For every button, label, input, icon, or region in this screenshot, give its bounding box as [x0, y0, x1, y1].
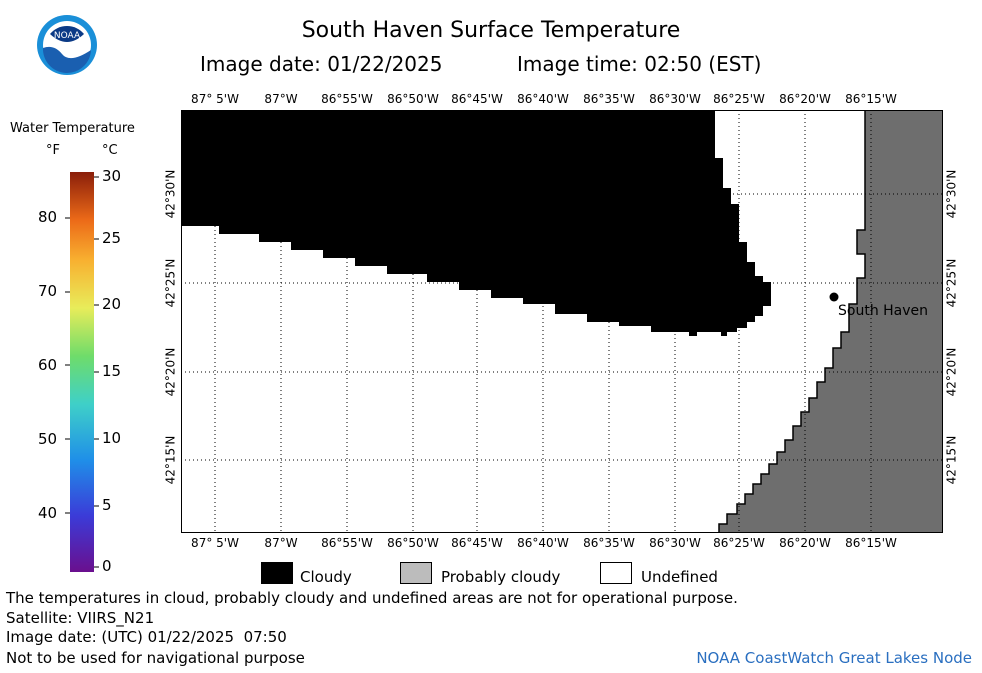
nav-warning-text: Not to be used for navigational purpose — [6, 649, 305, 667]
lon-label-top: 87°W — [264, 92, 298, 106]
land-area — [718, 110, 943, 533]
city-label: South Haven — [838, 303, 929, 319]
satellite-text: Satellite: VIIRS_N21 — [6, 609, 155, 627]
c-tick-15: 15 — [102, 362, 122, 380]
lat-label-right: 42°20'N — [944, 347, 959, 397]
lon-label-bottom: 87° 5'W — [191, 536, 239, 550]
legend-cloudy-swatch — [261, 562, 293, 584]
lon-label-top: 86°30'W — [649, 92, 701, 106]
legend-cloudy-label: Cloudy — [300, 568, 352, 586]
lon-label-top: 86°50'W — [387, 92, 439, 106]
lon-label-bottom: 86°50'W — [387, 536, 439, 550]
lon-label-top: 87° 5'W — [191, 92, 239, 106]
c-tick-10: 10 — [102, 429, 122, 447]
unit-f: °F — [46, 143, 60, 158]
legend-probably-cloudy-swatch — [400, 562, 432, 584]
image-date: Image date: 01/22/2025 — [200, 52, 443, 76]
colorbar-title: Water Temperature — [10, 121, 135, 136]
lon-label-bottom: 86°15'W — [845, 536, 897, 550]
graticule — [181, 110, 943, 533]
lat-label-right: 42°25'N — [944, 258, 959, 308]
legend-undefined-swatch — [600, 562, 632, 584]
lat-label-left: 42°25'N — [163, 258, 178, 308]
lon-label-top: 86°55'W — [321, 92, 373, 106]
credit-text: NOAA CoastWatch Great Lakes Node — [696, 649, 972, 667]
f-tick-50: 50 — [38, 430, 58, 448]
lat-label-right: 42°15'N — [944, 435, 959, 485]
sst-map — [181, 110, 943, 533]
lon-label-bottom: 86°30'W — [649, 536, 701, 550]
f-tick-40: 40 — [38, 504, 58, 522]
noaa-logo: NOAA — [36, 14, 98, 76]
c-tick-5: 5 — [102, 496, 112, 514]
lon-label-top: 86°25'W — [713, 92, 765, 106]
colorbar-ticks — [65, 176, 99, 568]
f-tick-70: 70 — [38, 282, 58, 300]
lon-label-bottom: 86°40'W — [517, 536, 569, 550]
c-tick-30: 30 — [102, 167, 122, 185]
south-haven-marker — [829, 292, 839, 302]
lon-label-bottom: 86°55'W — [321, 536, 373, 550]
c-tick-25: 25 — [102, 229, 122, 247]
lon-label-top: 86°20'W — [779, 92, 831, 106]
c-tick-0: 0 — [102, 557, 112, 575]
lon-label-top: 86°15'W — [845, 92, 897, 106]
utc-date-text: Image date: (UTC) 01/22/2025 07:50 — [6, 628, 287, 646]
page-title: South Haven Surface Temperature — [301, 18, 681, 43]
lon-label-bottom: 86°35'W — [583, 536, 635, 550]
legend-undefined-label: Undefined — [641, 568, 718, 586]
colorbar — [70, 172, 94, 572]
c-tick-20: 20 — [102, 295, 122, 313]
disclaimer-text: The temperatures in cloud, probably clou… — [6, 589, 738, 607]
lat-label-right: 42°30'N — [944, 169, 959, 219]
lon-label-top: 86°40'W — [517, 92, 569, 106]
image-time: Image time: 02:50 (EST) — [517, 52, 762, 76]
lon-label-top: 86°35'W — [583, 92, 635, 106]
lon-label-top: 86°45'W — [451, 92, 503, 106]
f-tick-80: 80 — [38, 208, 58, 226]
lon-label-bottom: 86°20'W — [779, 536, 831, 550]
lat-label-left: 42°30'N — [163, 169, 178, 219]
lat-label-left: 42°15'N — [163, 435, 178, 485]
svg-text:NOAA: NOAA — [54, 31, 81, 41]
lon-label-bottom: 86°45'W — [451, 536, 503, 550]
lon-label-bottom: 86°25'W — [713, 536, 765, 550]
lon-label-bottom: 87°W — [264, 536, 298, 550]
lat-label-left: 42°20'N — [163, 347, 178, 397]
unit-c: °C — [102, 143, 118, 158]
f-tick-60: 60 — [38, 356, 58, 374]
legend-probably-cloudy-label: Probably cloudy — [441, 568, 561, 586]
cloud-area — [181, 110, 771, 338]
